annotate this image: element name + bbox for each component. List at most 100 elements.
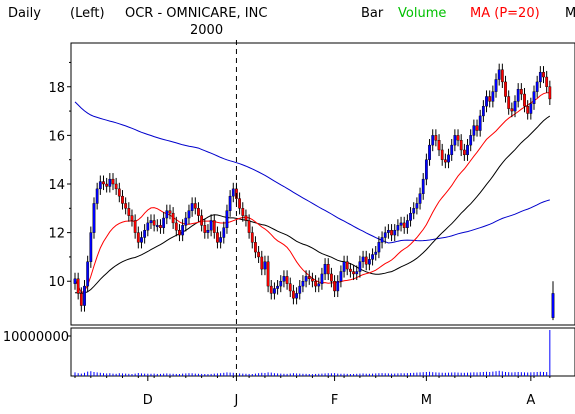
price-bar	[443, 159, 447, 163]
price-bar	[244, 215, 248, 221]
cut-legend-letter: M	[565, 6, 575, 21]
price-bar	[168, 210, 172, 214]
price-bar	[323, 264, 327, 275]
volume-panel	[70, 327, 575, 377]
price-bar	[152, 220, 156, 226]
price-bar	[342, 261, 346, 272]
price-bar	[472, 125, 476, 136]
price-bar	[437, 140, 441, 151]
price-bar	[497, 69, 501, 80]
price-bar	[292, 290, 295, 299]
price-bar	[86, 261, 90, 287]
price-bar	[485, 96, 488, 107]
price-bar	[424, 159, 428, 180]
price-bar	[190, 203, 194, 211]
price-bar	[504, 81, 507, 97]
price-bar	[102, 181, 105, 185]
price-tick-label: 18	[48, 81, 65, 96]
price-bar	[247, 220, 251, 233]
price-bar	[143, 229, 147, 238]
price-bar	[336, 281, 340, 292]
price-bar	[491, 91, 495, 102]
price-bar	[415, 203, 419, 209]
price-bar	[257, 251, 260, 258]
price-bar	[155, 225, 159, 228]
ma-long-line	[74, 101, 550, 244]
price-bar	[383, 232, 387, 238]
price-bar	[105, 183, 109, 187]
price-bar	[127, 208, 131, 216]
price-bar	[282, 276, 286, 282]
time-tick-label: M	[421, 393, 432, 408]
price-bar	[317, 283, 321, 287]
price-bar	[276, 285, 279, 289]
price-bar	[399, 222, 403, 226]
price-bar	[529, 103, 533, 114]
price-bar	[114, 183, 118, 190]
price-bar	[254, 242, 257, 253]
price-bar	[542, 71, 545, 78]
price-bar	[209, 220, 213, 231]
price-bar	[212, 220, 216, 233]
price-bar	[538, 71, 542, 83]
price-bar	[459, 140, 463, 151]
chart-title: OCR - OMNICARE, INC	[125, 6, 267, 21]
price-bar	[500, 69, 504, 83]
price-bar	[421, 178, 425, 194]
price-bar	[551, 293, 555, 318]
price-bar	[358, 261, 362, 272]
price-bar	[98, 181, 102, 190]
ma-mid-line	[75, 115, 551, 294]
price-bar	[440, 149, 444, 160]
price-bar	[146, 222, 150, 231]
time-tick-label: A	[526, 393, 535, 408]
price-bar	[203, 225, 207, 233]
price-bar	[231, 188, 235, 197]
price-bar	[481, 106, 485, 117]
price-bar	[409, 212, 412, 221]
price-bar	[364, 256, 368, 265]
price-bar	[339, 271, 343, 282]
price-bar	[428, 144, 431, 160]
price-bar	[225, 210, 229, 228]
price-bar	[447, 154, 450, 163]
price-bar	[197, 208, 200, 216]
price-bar	[171, 212, 175, 224]
time-axis: DJFMAMJ	[74, 376, 551, 408]
price-axis: 10 12 14 16 18	[48, 61, 71, 290]
price-bar	[285, 276, 289, 284]
price-bar	[79, 293, 83, 306]
price-bar	[380, 237, 384, 243]
style-label: Bar	[361, 6, 384, 21]
price-bar	[450, 144, 454, 156]
price-bar	[184, 217, 188, 226]
price-bar	[219, 237, 223, 243]
price-bar	[83, 285, 86, 306]
price-bar	[124, 203, 128, 209]
price-bar	[149, 220, 153, 224]
price-bar	[238, 198, 241, 209]
price-bar	[307, 276, 311, 280]
price-bar	[140, 237, 143, 243]
price-bar	[108, 178, 112, 187]
ma-legend: MA (P=20)	[470, 6, 540, 21]
price-bar	[355, 271, 359, 275]
volume-legend: Volume	[398, 6, 446, 21]
price-bar	[222, 227, 226, 238]
price-bar	[507, 96, 511, 109]
price-bar	[368, 259, 371, 265]
price-bar	[216, 232, 219, 243]
price-bar	[121, 195, 124, 204]
price-bar	[73, 278, 77, 284]
price-bar	[513, 101, 517, 112]
price-bar	[374, 251, 378, 255]
price-bar	[92, 203, 96, 233]
price-bar	[295, 293, 298, 299]
price-bar	[260, 256, 264, 270]
price-bar	[206, 229, 210, 233]
volume-bars	[74, 330, 551, 376]
price-bar	[469, 135, 473, 146]
price-bar	[532, 91, 536, 104]
price-bar	[273, 288, 276, 294]
year-label: 2000	[190, 23, 223, 38]
